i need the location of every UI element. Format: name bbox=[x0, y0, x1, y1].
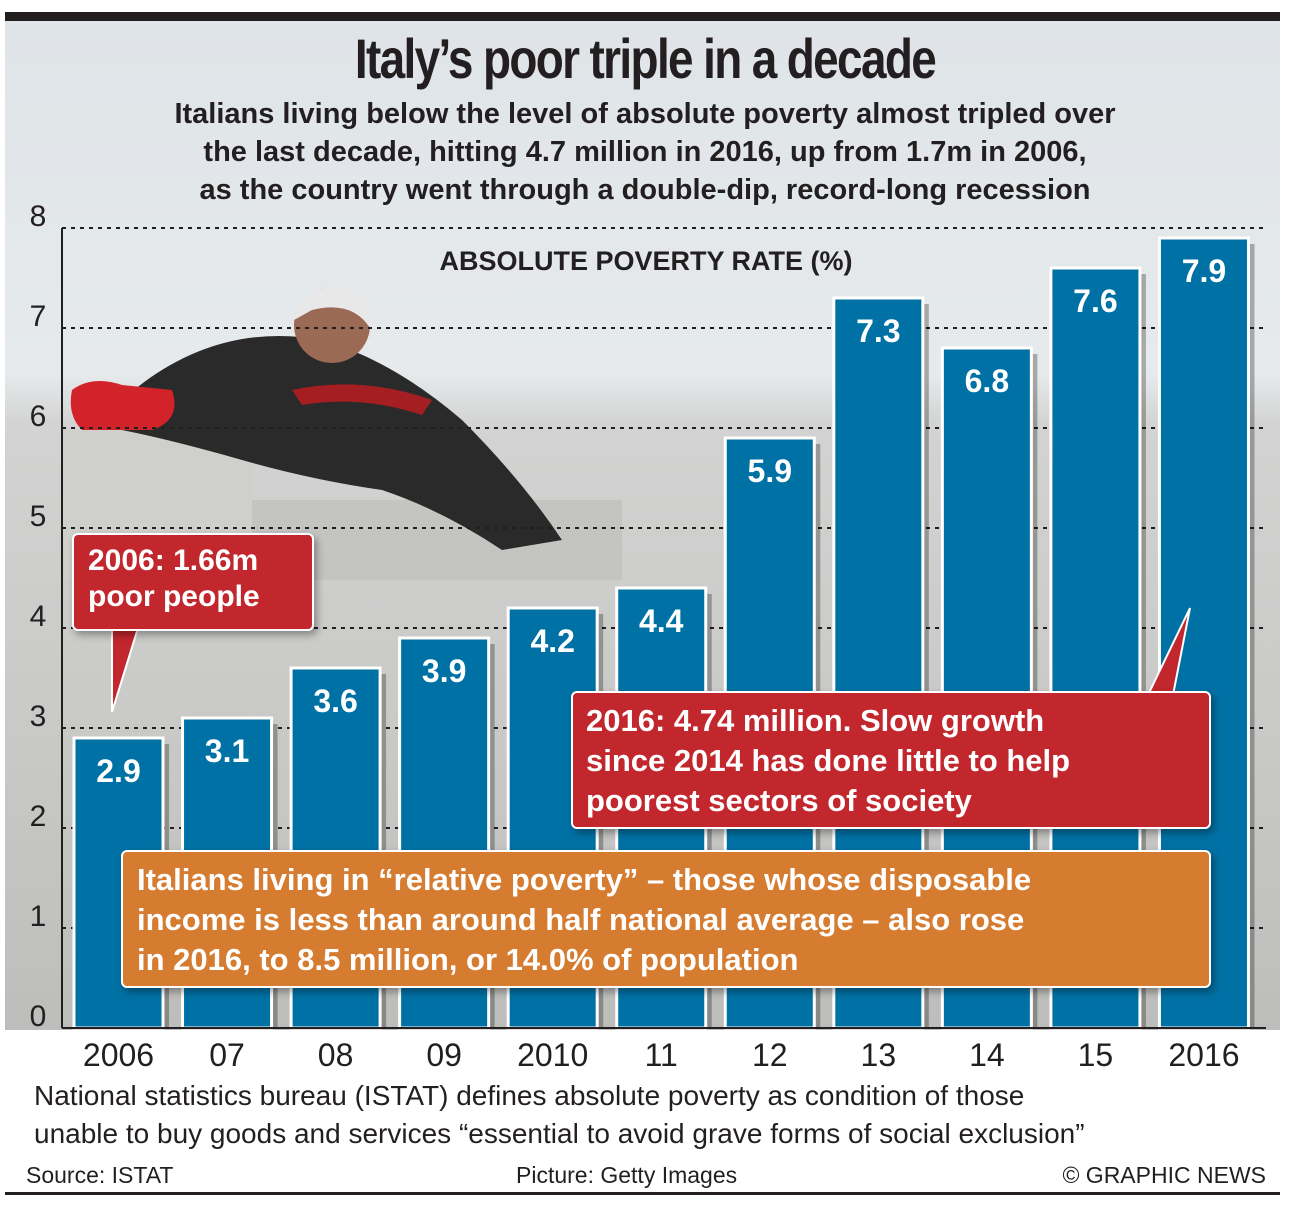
footnote-line-1: National statistics bureau (ISTAT) defin… bbox=[34, 1080, 1025, 1111]
bar-value-label: 4.2 bbox=[530, 623, 574, 659]
x-tick-label: 09 bbox=[426, 1037, 462, 1073]
x-tick-label: 11 bbox=[645, 1037, 678, 1073]
y-tick-label: 1 bbox=[30, 900, 47, 933]
photo-red-stripe bbox=[292, 384, 432, 415]
bar-value-label: 6.8 bbox=[965, 363, 1009, 399]
x-tick-label: 08 bbox=[318, 1037, 354, 1073]
y-tick-label: 3 bbox=[30, 700, 47, 733]
y-tick-label: 0 bbox=[30, 1000, 47, 1033]
x-tick-label: 2006 bbox=[83, 1037, 154, 1073]
bar-value-label: 4.4 bbox=[639, 603, 684, 639]
x-tick-label: 13 bbox=[861, 1037, 897, 1073]
bar-value-label: 7.3 bbox=[856, 313, 900, 349]
photo-hair bbox=[294, 286, 374, 328]
photo-figure bbox=[122, 336, 562, 550]
bar-value-label: 3.1 bbox=[205, 733, 249, 769]
footnote-line-2: unable to buy goods and services “essent… bbox=[34, 1118, 1085, 1149]
callout-2016-line-3: poorest sectors of society bbox=[586, 783, 972, 818]
copyright-credit: © GRAPHIC NEWS bbox=[1062, 1162, 1266, 1188]
relative-poverty-line-2: income is less than around half national… bbox=[137, 902, 1025, 937]
y-tick-label: 2 bbox=[30, 800, 47, 833]
callout-2016-line-2: since 2014 has done little to help bbox=[586, 743, 1071, 778]
callout-2016: 2016: 4.74 million. Slow growth since 20… bbox=[571, 691, 1211, 829]
bar-value-label: 7.9 bbox=[1182, 253, 1226, 289]
bar-value-label: 2.9 bbox=[96, 753, 140, 789]
relative-poverty-line-3: in 2016, to 8.5 million, or 14.0% of pop… bbox=[137, 942, 799, 977]
y-tick-label: 5 bbox=[30, 500, 47, 533]
bar-value-label: 3.9 bbox=[422, 653, 466, 689]
picture-credit: Picture: Getty Images bbox=[516, 1162, 738, 1188]
top-rule bbox=[5, 12, 1280, 21]
bar-value-label: 5.9 bbox=[748, 453, 792, 489]
y-tick-label: 6 bbox=[30, 400, 47, 433]
callout-2006: 2006: 1.66m poor people bbox=[72, 533, 314, 631]
x-tick-label: 2010 bbox=[517, 1037, 588, 1073]
chart-title: Italy’s poor triple in a decade bbox=[354, 27, 937, 90]
x-axis-ticks: 2006 07 08 09 2010 11 12 13 14 15 2016 bbox=[83, 1037, 1240, 1073]
subtitle-line-2: the last decade, hitting 4.7 million in … bbox=[203, 136, 1087, 168]
chart-subtitle: ABSOLUTE POVERTY RATE (%) bbox=[439, 246, 852, 276]
y-axis-ticks: 0 1 2 3 4 5 6 7 8 bbox=[30, 200, 47, 1033]
y-tick-label: 8 bbox=[30, 200, 47, 233]
callout-2006-line-1: 2006: 1.66m bbox=[88, 544, 259, 577]
callout-pointer-2006 bbox=[111, 627, 140, 713]
y-tick-label: 7 bbox=[30, 300, 47, 333]
y-tick-label: 4 bbox=[30, 600, 47, 633]
x-tick-label: 2016 bbox=[1168, 1037, 1239, 1073]
subtitle-line-1: Italians living below the level of absol… bbox=[174, 98, 1116, 130]
x-tick-label: 07 bbox=[209, 1037, 245, 1073]
x-tick-label: 12 bbox=[752, 1037, 788, 1073]
callout-2006-line-2: poor people bbox=[88, 580, 260, 613]
relative-poverty-line-1: Italians living in “relative poverty” – … bbox=[137, 862, 1032, 897]
x-tick-label: 15 bbox=[1078, 1037, 1114, 1073]
callout-2016-line-1: 2016: 4.74 million. Slow growth bbox=[586, 703, 1045, 738]
relative-poverty-note: Italians living in “relative poverty” – … bbox=[121, 850, 1211, 988]
bottom-rule bbox=[5, 1192, 1280, 1195]
subtitle-line-3: as the country went through a double-dip… bbox=[199, 174, 1091, 206]
source-credit: Source: ISTAT bbox=[26, 1162, 174, 1188]
photo-red-bag bbox=[70, 381, 175, 430]
x-tick-label: 14 bbox=[969, 1037, 1005, 1073]
bar-value-label: 3.6 bbox=[313, 683, 357, 719]
bar-value-label: 7.6 bbox=[1073, 283, 1117, 319]
